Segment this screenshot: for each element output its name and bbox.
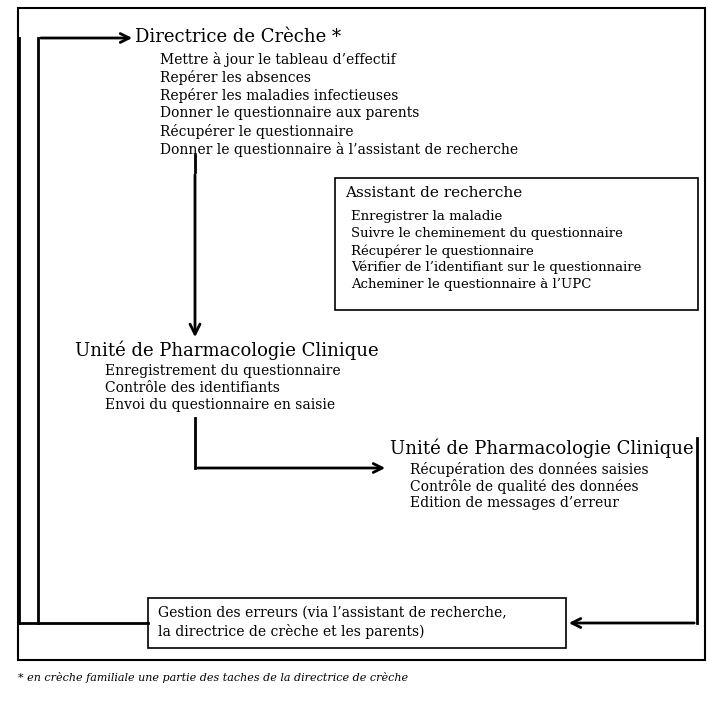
Text: Edition de messages d’erreur: Edition de messages d’erreur <box>410 496 619 510</box>
Text: Repérer les absences: Repérer les absences <box>160 70 311 85</box>
Text: Récupérer le questionnaire: Récupérer le questionnaire <box>351 244 533 257</box>
Text: Acheminer le questionnaire à l’UPC: Acheminer le questionnaire à l’UPC <box>351 278 591 291</box>
Text: Récupération des données saisies: Récupération des données saisies <box>410 462 649 477</box>
Text: Enregistrement du questionnaire: Enregistrement du questionnaire <box>105 364 341 378</box>
Text: * en crèche familiale une partie des taches de la directrice de crèche: * en crèche familiale une partie des tac… <box>18 672 408 683</box>
Text: Vérifier de l’identifiant sur le questionnaire: Vérifier de l’identifiant sur le questio… <box>351 261 641 274</box>
Text: Directrice de Crèche *: Directrice de Crèche * <box>135 28 341 46</box>
Bar <box>335 178 698 310</box>
Text: Contrôle de qualité des données: Contrôle de qualité des données <box>410 479 638 494</box>
Text: Mettre à jour le tableau d’effectif: Mettre à jour le tableau d’effectif <box>160 52 395 67</box>
Text: Suivre le cheminement du questionnaire: Suivre le cheminement du questionnaire <box>351 227 623 240</box>
Text: Enregistrer la maladie: Enregistrer la maladie <box>351 210 503 223</box>
Text: Repérer les maladies infectieuses: Repérer les maladies infectieuses <box>160 88 398 103</box>
Bar <box>148 598 566 648</box>
Text: la directrice de crèche et les parents): la directrice de crèche et les parents) <box>158 624 424 639</box>
Text: Unité de Pharmacologie Clinique: Unité de Pharmacologie Clinique <box>390 438 694 457</box>
Text: Donner le questionnaire aux parents: Donner le questionnaire aux parents <box>160 106 419 120</box>
Text: Assistant de recherche: Assistant de recherche <box>345 186 522 200</box>
Text: Contrôle des identifiants: Contrôle des identifiants <box>105 381 280 395</box>
Text: Donner le questionnaire à l’assistant de recherche: Donner le questionnaire à l’assistant de… <box>160 142 518 157</box>
Text: Gestion des erreurs (via l’assistant de recherche,: Gestion des erreurs (via l’assistant de … <box>158 606 507 620</box>
Text: Envoi du questionnaire en saisie: Envoi du questionnaire en saisie <box>105 398 335 412</box>
Text: Récupérer le questionnaire: Récupérer le questionnaire <box>160 124 354 139</box>
Text: Unité de Pharmacologie Clinique: Unité de Pharmacologie Clinique <box>75 340 379 360</box>
